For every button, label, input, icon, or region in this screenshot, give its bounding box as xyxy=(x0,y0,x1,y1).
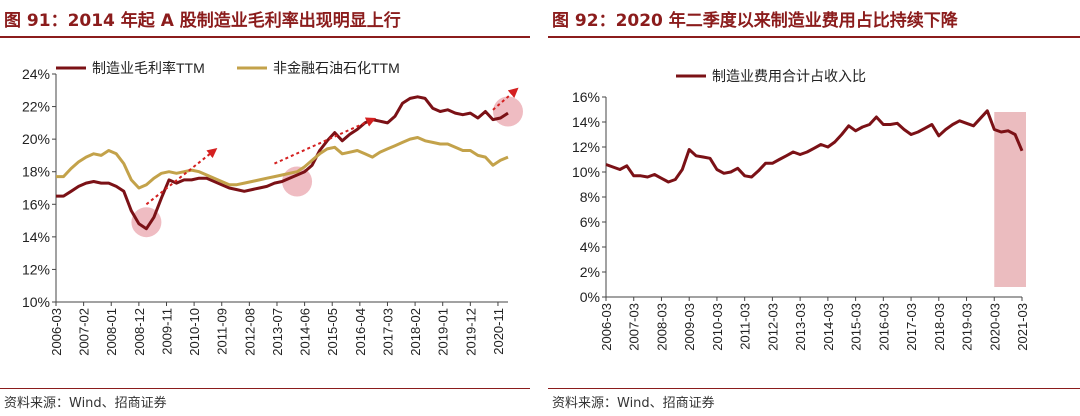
fig91-x-tick-label-16: 2020-11 xyxy=(491,308,506,355)
fig92-y-tick-label-0: 0% xyxy=(580,289,600,305)
fig91-x-tick-label-7: 2012-08 xyxy=(242,308,257,356)
fig92-x-tick-label-2: 2008-03 xyxy=(654,303,669,351)
fig92-x-tick-label-8: 2014-03 xyxy=(821,303,836,351)
fig91-x-tick-label-9: 2014-06 xyxy=(298,308,313,356)
fig91-x-tick-label-0: 2006-03 xyxy=(49,308,64,356)
fig92-series-line-0 xyxy=(605,109,1024,184)
fig92-x-tick-label-6: 2012-03 xyxy=(765,303,780,351)
fig91-x-tick-label-13: 2018-02 xyxy=(408,308,423,356)
figure-92-source-rule xyxy=(548,388,1080,389)
fig91-trend-arrow-1 xyxy=(274,117,377,165)
fig92-x-tick-label-12: 2018-03 xyxy=(932,303,947,351)
fig91-y-tick-label-3: 16% xyxy=(22,196,50,212)
fig92-x-tick-label-5: 2011-03 xyxy=(738,303,753,350)
fig91-legend-label-1: 非金融石油石化TTM xyxy=(273,60,400,76)
fig91-x-tick-label-2: 2008-01 xyxy=(104,308,119,356)
fig92-y-tick-label-2: 4% xyxy=(580,239,600,255)
fig92-x-tick-label-0: 2006-03 xyxy=(599,303,614,351)
figure-92-source: 资料来源：Wind、招商证券 xyxy=(552,396,715,411)
fig92-x-tick-label-13: 2019-03 xyxy=(960,303,975,351)
fig92-y-tick-label-3: 6% xyxy=(580,214,600,230)
fig91-y-tick-label-6: 22% xyxy=(22,99,50,115)
fig91-highlight-circle-2 xyxy=(493,96,523,127)
fig92-legend-label-0: 制造业费用合计占收入比 xyxy=(712,68,866,84)
fig91-x-tick-label-14: 2019-01 xyxy=(436,308,451,356)
fig92-x-tick-label-4: 2010-03 xyxy=(710,303,725,351)
fig91-y-tick-label-7: 24% xyxy=(22,66,50,82)
fig92-y-tick-label-6: 12% xyxy=(572,139,600,155)
fig92-y-tick-label-8: 16% xyxy=(572,89,600,105)
fig91-x-tick-label-1: 2007-02 xyxy=(77,308,92,356)
fig92-x-tick-label-7: 2013-03 xyxy=(793,303,808,351)
fig92-x-tick-label-14: 2020-03 xyxy=(987,303,1002,351)
fig91-series-line-1 xyxy=(56,136,509,190)
fig91-x-tick-label-11: 2016-04 xyxy=(353,308,368,356)
fig91-x-tick-label-3: 2008-12 xyxy=(132,308,147,356)
fig91-y-tick-label-0: 10% xyxy=(22,294,50,310)
fig91-y-tick-label-1: 12% xyxy=(22,261,50,277)
fig92-y-tick-label-5: 10% xyxy=(572,164,600,180)
fig92-shaded-region-0 xyxy=(994,112,1026,287)
figure-92-chart: 0% 2% 4% 6% 8% 10% 12% 14% 16% 2006-03 2007-03 2008… xyxy=(572,68,1030,351)
figure-91-chart: 10% 12% 14% 16% 18% 20% 22% 24% 2006-03 2007-02 20… xyxy=(22,60,523,356)
fig91-x-tick-label-4: 2009-11 xyxy=(159,308,174,355)
fig92-x-tick-label-10: 2016-03 xyxy=(876,303,891,351)
fig91-trend-arrow-2 xyxy=(492,87,519,111)
fig92-x-tick-label-11: 2017-03 xyxy=(904,303,919,351)
fig91-x-tick-label-6: 2011-09 xyxy=(215,308,230,355)
fig91-y-tick-label-4: 18% xyxy=(22,164,50,180)
fig92-x-tick-label-15: 2021-03 xyxy=(1015,303,1030,351)
fig92-x-tick-label-3: 2009-03 xyxy=(682,303,697,351)
figure-91-panel: 图 91：2014 年起 A 股制造业毛利率出现明显上行 10% 12% 14% 16… xyxy=(0,0,530,416)
fig91-x-tick-label-15: 2019-12 xyxy=(463,308,478,356)
figure-92-title-rule xyxy=(548,36,1080,38)
fig91-x-tick-label-10: 2015-05 xyxy=(325,308,340,356)
fig92-y-tick-label-7: 14% xyxy=(572,114,600,130)
figure-91-source-rule xyxy=(0,388,530,389)
fig92-x-tick-label-1: 2007-03 xyxy=(627,303,642,351)
figure-91-source: 资料来源：Wind、招商证券 xyxy=(4,396,167,411)
figure-91-title-rule xyxy=(0,36,530,38)
fig91-x-tick-label-12: 2017-03 xyxy=(380,308,395,356)
fig91-series-line-0 xyxy=(56,95,509,231)
fig91-legend-label-0: 制造业毛利率TTM xyxy=(92,60,205,76)
fig91-x-tick-label-8: 2013-07 xyxy=(270,308,285,356)
fig91-y-tick-label-5: 20% xyxy=(22,131,50,147)
fig92-x-tick-label-9: 2015-03 xyxy=(849,303,864,351)
figure-92-title: 图 92：2020 年二季度以来制造业费用占比持续下降 xyxy=(552,11,958,31)
fig92-y-tick-label-4: 8% xyxy=(580,189,600,205)
fig92-y-tick-label-1: 2% xyxy=(580,264,600,280)
fig91-trend-arrow-0 xyxy=(145,148,218,206)
figure-92-panel: 图 92：2020 年二季度以来制造业费用占比持续下降 0% 2% 4% 6% 8% 10… xyxy=(548,0,1080,416)
figure-91-title: 图 91：2014 年起 A 股制造业毛利率出现明显上行 xyxy=(4,11,401,31)
fig91-y-tick-label-2: 14% xyxy=(22,229,50,245)
fig91-x-tick-label-5: 2010-10 xyxy=(187,308,202,356)
